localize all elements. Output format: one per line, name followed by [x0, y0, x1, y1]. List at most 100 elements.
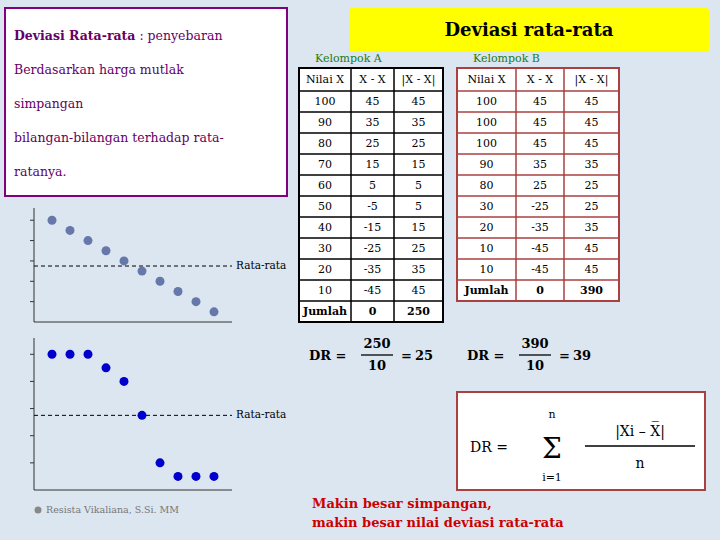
table-value: 25: [585, 200, 599, 213]
table-cell: [564, 280, 619, 301]
table-value: 20: [480, 221, 494, 234]
credit: Resista Vikaliana, S.Si. MM: [46, 504, 179, 515]
table-cell: [394, 259, 443, 280]
table-value: 45: [533, 95, 547, 108]
table-value: 100: [476, 116, 497, 129]
table-value: 45: [412, 95, 426, 108]
y-tick: [30, 260, 34, 261]
table-value: -25: [364, 242, 382, 255]
scatter-chart: Rata-rata: [30, 208, 286, 322]
table-cell: [299, 154, 351, 175]
table-value: 45: [585, 137, 599, 150]
table-cell: [457, 259, 516, 280]
table-cell: [351, 301, 394, 322]
table-value: -35: [531, 221, 549, 234]
table-cell: [516, 175, 564, 196]
table-cell: [457, 154, 516, 175]
table-value: 90: [318, 116, 332, 129]
table: Kelompok ANilai XX - X|X - X|10045459035…: [299, 52, 443, 373]
table-cell: [564, 154, 619, 175]
table-value: 35: [412, 116, 426, 129]
table-header: X - X: [527, 73, 554, 86]
table-cell: [457, 68, 516, 91]
point: [174, 472, 183, 481]
table-cell: [564, 91, 619, 112]
table-value: -25: [531, 200, 549, 213]
table-value: -35: [364, 263, 382, 276]
table-value: 35: [412, 263, 426, 276]
table-value: 70: [318, 158, 332, 171]
title-box: [349, 8, 709, 52]
table-cell: [351, 91, 394, 112]
table-cell: [299, 91, 351, 112]
definition-box: [5, 8, 287, 196]
scatter-chart: Rata-rataResista Vikaliana, S.Si. MM: [30, 338, 286, 515]
point: [48, 350, 57, 359]
table-cell: [394, 91, 443, 112]
table-value: -45: [364, 284, 382, 297]
table-header: |X - X|: [402, 73, 436, 87]
table-total-label: Jumlah: [302, 305, 347, 318]
definition-line: simpangan: [14, 96, 83, 111]
table-value: 5: [369, 179, 376, 192]
table-cell: [564, 238, 619, 259]
y-tick: [30, 354, 34, 355]
table-cell: [299, 133, 351, 154]
table-cell: [351, 217, 394, 238]
fraction-bar: [519, 354, 551, 355]
result-value: 25: [415, 348, 433, 363]
table-cell: [516, 259, 564, 280]
table-cell: [299, 301, 351, 322]
x-axis-line: [34, 322, 232, 323]
table-cell: [299, 112, 351, 133]
point: [138, 411, 147, 420]
table-value: 15: [412, 221, 426, 234]
formula-sigma: Σ: [542, 432, 562, 465]
table-value: 15: [366, 158, 380, 171]
table-value: -45: [531, 242, 549, 255]
result-equals: =: [401, 348, 412, 363]
table-cell: [516, 91, 564, 112]
y-tick: [30, 435, 34, 436]
table-value: 10: [480, 263, 494, 276]
table-cell: [394, 112, 443, 133]
y-tick: [30, 462, 34, 463]
table-cell: [516, 133, 564, 154]
table-value: -5: [367, 200, 378, 213]
point: [66, 350, 75, 359]
y-tick: [30, 240, 34, 241]
table-cell: [516, 112, 564, 133]
result-label: DR =: [467, 348, 505, 363]
table-value: 45: [366, 95, 380, 108]
table-cell: [351, 259, 394, 280]
table-value: 25: [585, 179, 599, 192]
table-header: |X - X|: [575, 73, 609, 87]
table-value: 45: [585, 242, 599, 255]
point: [48, 216, 57, 225]
table-value: -45: [531, 263, 549, 276]
y-tick: [30, 301, 34, 302]
footer-line: makin besar nilai deviasi rata-rata: [312, 515, 564, 530]
reference-line: [34, 415, 232, 416]
table-cell: [394, 301, 443, 322]
formula-lhs: DR =: [470, 439, 508, 455]
table: Kelompok BNilai XX - X|X - X|10045451004…: [457, 52, 619, 373]
table-cell: [457, 280, 516, 301]
table-cell: [394, 154, 443, 175]
table-header: Nilai X: [306, 73, 344, 86]
table-cell: [394, 238, 443, 259]
reference-label: Rata-rata: [236, 259, 286, 271]
y-axis-line: [34, 338, 35, 490]
table-value: 40: [318, 221, 332, 234]
definition-text: : penyebaran: [135, 28, 222, 43]
title: Deviasi rata-rata: [445, 19, 614, 40]
table-cell: [457, 112, 516, 133]
result-numerator: 390: [521, 336, 548, 351]
table-cell: [351, 238, 394, 259]
table-cell: [299, 280, 351, 301]
table-cell: [351, 154, 394, 175]
table-value: 90: [480, 158, 494, 171]
table-cell: [299, 175, 351, 196]
point: [84, 236, 93, 245]
table-cell: [394, 175, 443, 196]
